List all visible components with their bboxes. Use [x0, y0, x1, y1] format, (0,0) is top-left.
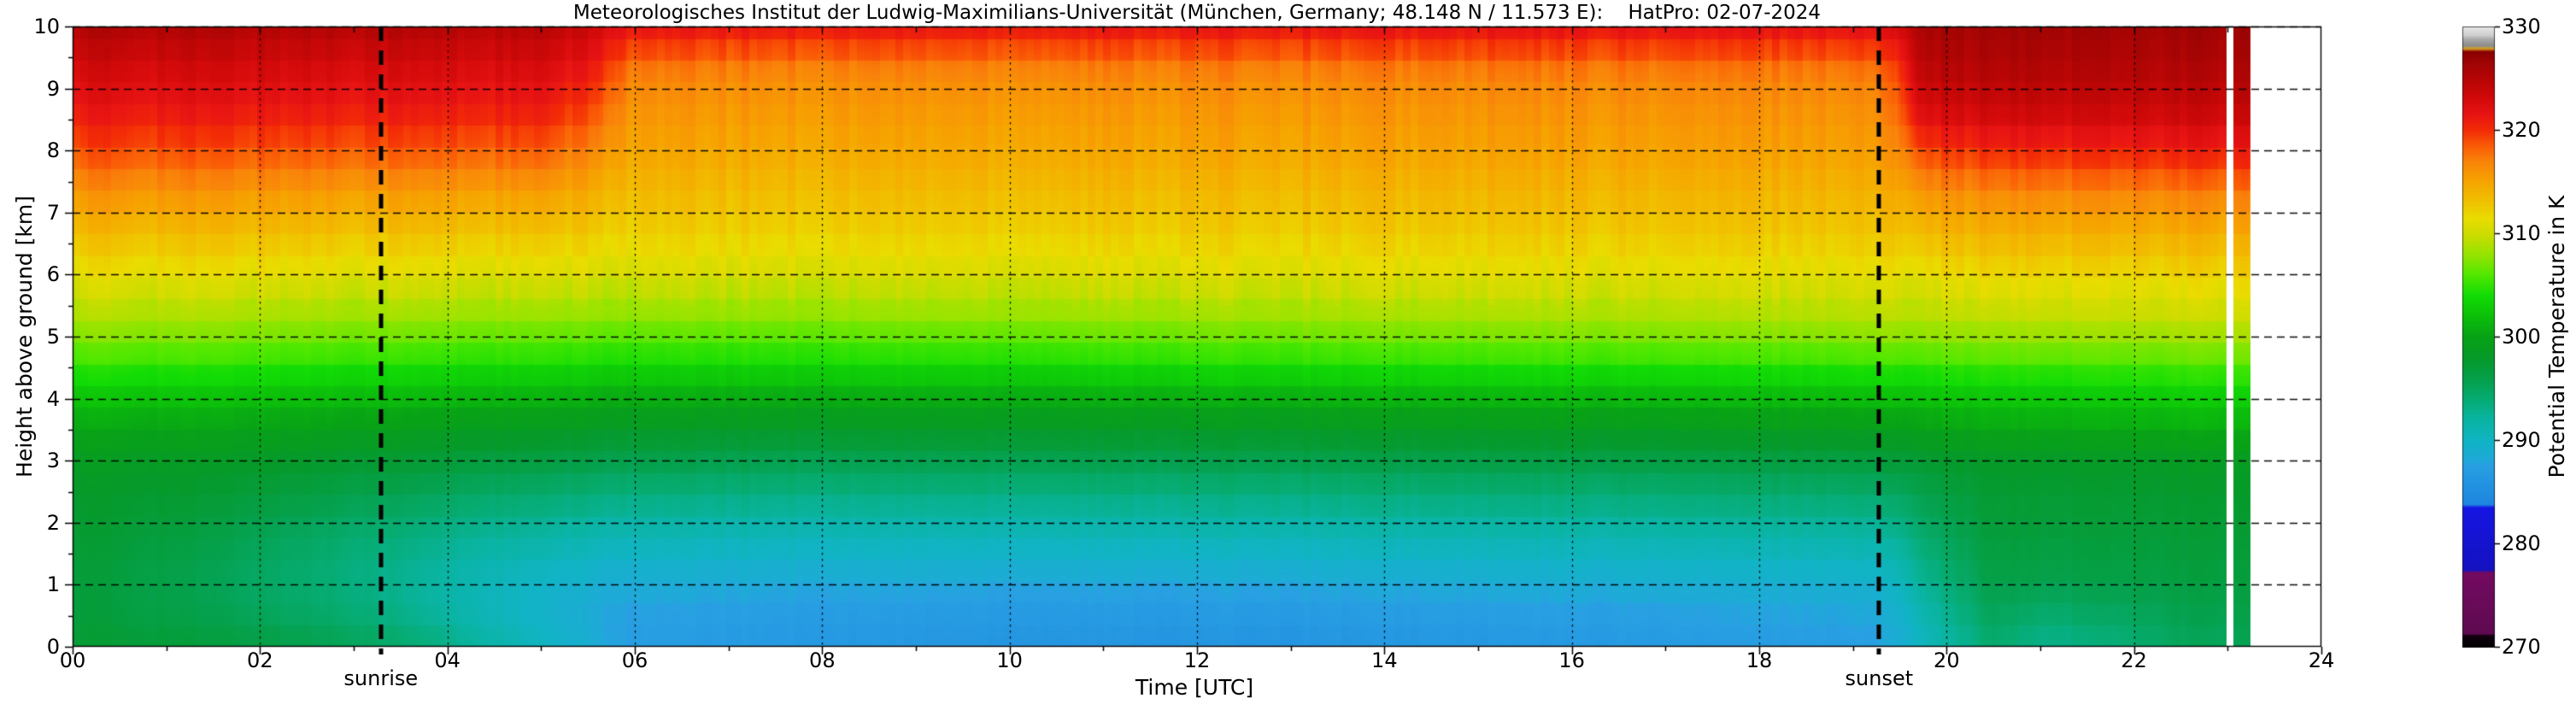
x-tick-label-14: 14	[1371, 648, 1398, 672]
y-tick-label-8: 8	[46, 138, 60, 163]
colorbar-tick-label-300: 300	[2502, 325, 2541, 349]
x-tick-label-06: 06	[621, 648, 648, 672]
sunset-annotation: sunset	[1845, 666, 1914, 690]
y-tick-label-0: 0	[46, 635, 60, 659]
colorbar-tick-label-270: 270	[2502, 635, 2541, 659]
colorbar-tick-label-310: 310	[2502, 221, 2541, 245]
y-tick-label-4: 4	[46, 386, 60, 411]
x-tick-label-08: 08	[809, 648, 836, 672]
y-tick-label-3: 3	[46, 449, 60, 473]
x-tick-label-18: 18	[1746, 648, 1773, 672]
x-axis-label: Time [UTC]	[1135, 675, 1254, 700]
y-tick-label-10: 10	[33, 15, 60, 38]
x-tick-label-12: 12	[1183, 648, 1211, 672]
y-tick-label-9: 9	[46, 76, 60, 101]
x-tick-label-02: 02	[247, 648, 273, 672]
colorbar-tick-label-290: 290	[2502, 428, 2541, 452]
y-tick-label-1: 1	[46, 572, 60, 597]
colorbar-tick-label-330: 330	[2502, 15, 2541, 38]
y-tick-label-2: 2	[46, 510, 60, 535]
x-tick-label-10: 10	[996, 648, 1023, 672]
colorbar-label: Potential Temperature in K	[2544, 195, 2569, 478]
colorbar-tick-label-280: 280	[2502, 531, 2541, 555]
x-tick-label-24: 24	[2308, 648, 2335, 672]
y-tick-label-6: 6	[46, 262, 60, 287]
x-tick-label-16: 16	[1558, 648, 1585, 672]
x-tick-label-22: 22	[2121, 648, 2147, 672]
x-tick-label-04: 04	[434, 648, 461, 672]
y-tick-label-7: 7	[46, 200, 60, 225]
colorbar-tick-label-320: 320	[2502, 118, 2541, 142]
chart-title: Meteorologisches Institut der Ludwig-Max…	[572, 2, 1822, 24]
x-tick-label-00: 00	[59, 648, 86, 672]
sunrise-annotation: sunrise	[343, 666, 419, 690]
x-tick-label-20: 20	[1933, 648, 1960, 672]
y-tick-label-5: 5	[46, 325, 60, 349]
